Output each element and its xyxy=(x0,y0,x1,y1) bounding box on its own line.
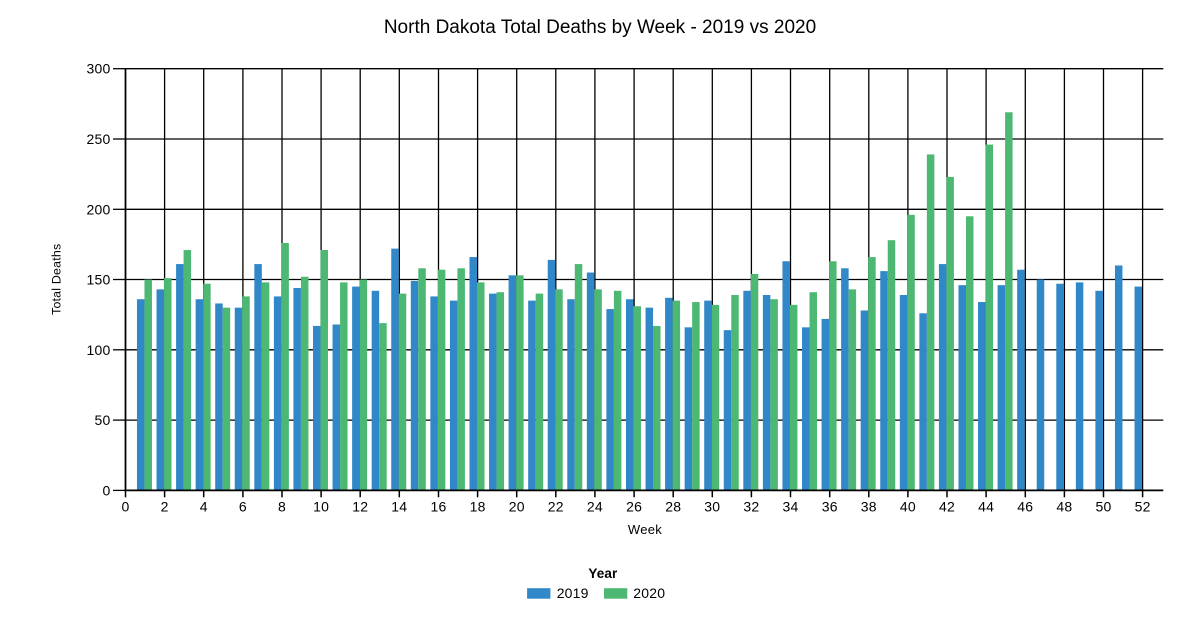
svg-text:Week: Week xyxy=(628,522,662,537)
svg-text:16: 16 xyxy=(431,499,447,515)
svg-text:0: 0 xyxy=(103,482,111,498)
svg-text:32: 32 xyxy=(743,499,759,515)
svg-text:2019: 2019 xyxy=(557,585,589,601)
svg-text:20: 20 xyxy=(509,499,525,515)
svg-text:8: 8 xyxy=(278,499,286,515)
svg-text:34: 34 xyxy=(783,499,799,515)
svg-text:38: 38 xyxy=(861,499,877,515)
svg-text:10: 10 xyxy=(313,499,329,515)
svg-text:48: 48 xyxy=(1056,499,1072,515)
svg-text:14: 14 xyxy=(391,499,407,515)
svg-text:44: 44 xyxy=(978,499,994,515)
svg-text:42: 42 xyxy=(939,499,955,515)
svg-text:200: 200 xyxy=(87,201,111,217)
svg-text:26: 26 xyxy=(626,499,642,515)
svg-text:12: 12 xyxy=(352,499,368,515)
svg-text:50: 50 xyxy=(1096,499,1112,515)
svg-text:50: 50 xyxy=(95,412,111,428)
svg-text:52: 52 xyxy=(1135,499,1151,515)
svg-text:18: 18 xyxy=(470,499,486,515)
svg-text:Total Deaths: Total Deaths xyxy=(50,244,64,315)
svg-text:24: 24 xyxy=(587,499,603,515)
svg-text:North Dakota Total Deaths by W: North Dakota Total Deaths by Week - 2019… xyxy=(384,17,816,38)
svg-text:28: 28 xyxy=(665,499,681,515)
svg-text:4: 4 xyxy=(200,499,208,515)
svg-text:150: 150 xyxy=(87,272,111,288)
svg-text:Year: Year xyxy=(588,566,618,581)
svg-text:100: 100 xyxy=(87,342,111,358)
svg-text:6: 6 xyxy=(239,499,247,515)
svg-text:40: 40 xyxy=(900,499,916,515)
svg-text:2: 2 xyxy=(161,499,169,515)
svg-text:46: 46 xyxy=(1017,499,1033,515)
svg-text:36: 36 xyxy=(822,499,838,515)
svg-text:250: 250 xyxy=(87,131,111,147)
svg-text:30: 30 xyxy=(704,499,720,515)
svg-text:300: 300 xyxy=(87,61,111,77)
svg-text:0: 0 xyxy=(122,499,130,515)
svg-text:22: 22 xyxy=(548,499,564,515)
svg-text:2020: 2020 xyxy=(633,585,665,601)
